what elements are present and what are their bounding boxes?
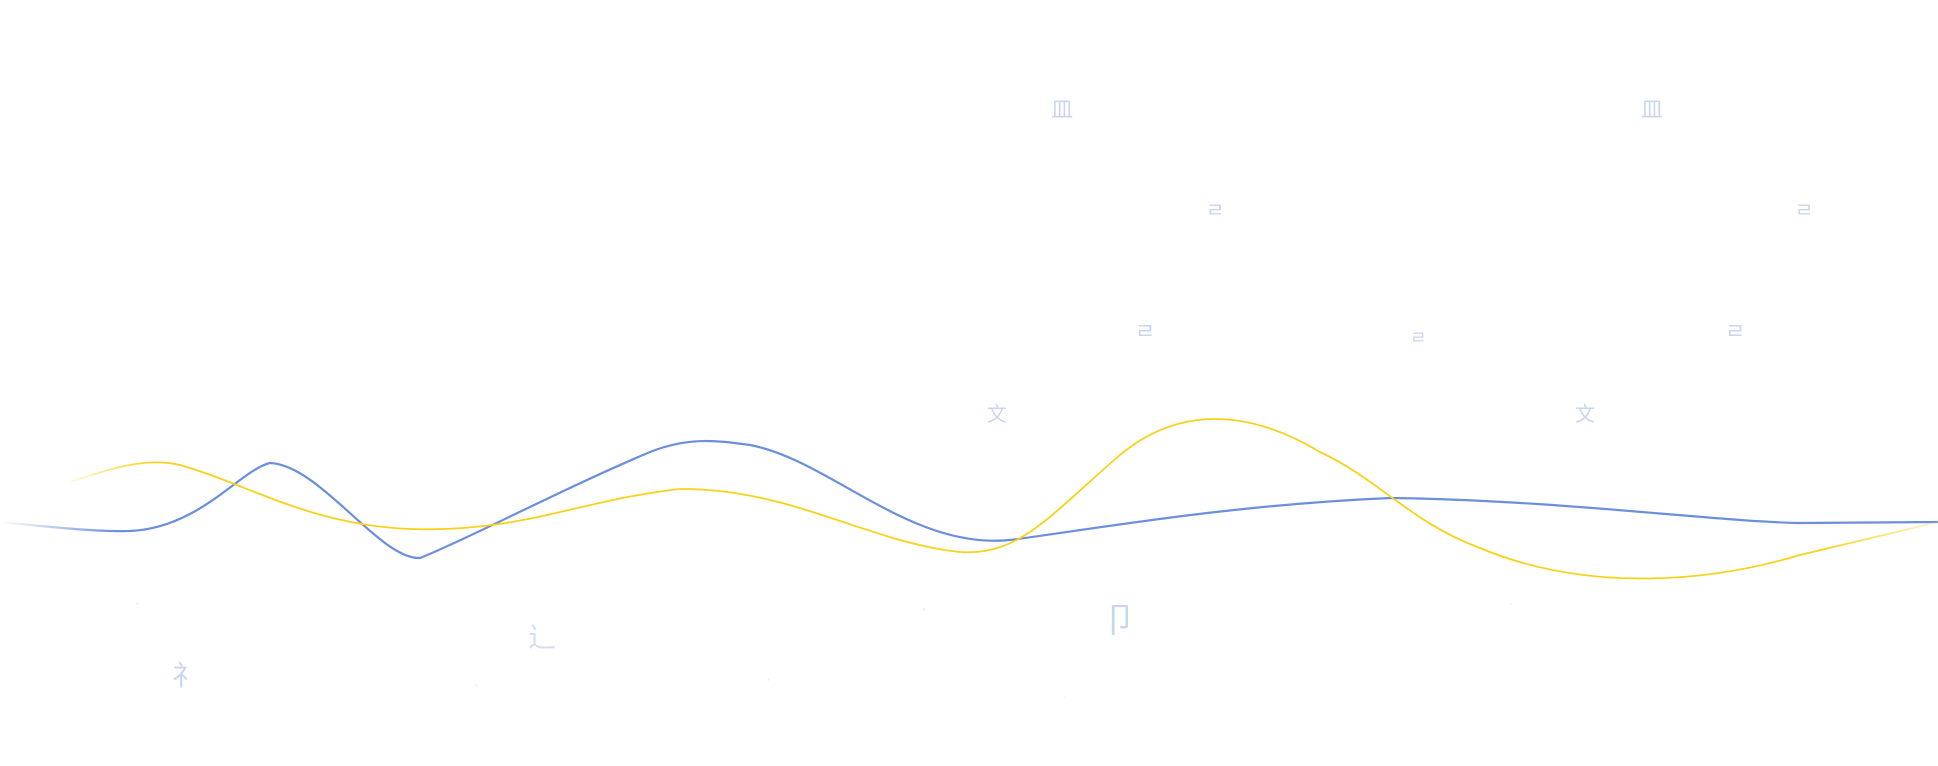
glyph-mark: ㄹ bbox=[1725, 320, 1746, 345]
glyph-mark: ㄹ bbox=[1206, 198, 1225, 222]
glyph-mark: ㄹ bbox=[1795, 198, 1814, 222]
glyph-mark: · bbox=[920, 596, 928, 624]
glyph-mark: 皿 bbox=[1641, 98, 1664, 123]
glyph-mark: 礻 bbox=[172, 659, 201, 692]
glyph-mark: · bbox=[135, 594, 141, 613]
glyph-mark: 辶 bbox=[528, 621, 557, 654]
glyph-mark: ㄹ bbox=[1135, 320, 1156, 345]
glyph-mark: · bbox=[1062, 689, 1067, 705]
glyph-mark: · bbox=[1508, 594, 1514, 615]
glyph-mark: · bbox=[474, 676, 480, 695]
glyph-mark: 皿 bbox=[1051, 98, 1074, 123]
yellow-wave bbox=[69, 418, 1938, 580]
glyph-mark: 文 bbox=[987, 402, 1007, 426]
glyph-mark: 卩 bbox=[1103, 601, 1137, 641]
glyph-mark: · bbox=[766, 670, 772, 689]
glyph-mark: 文 bbox=[1575, 402, 1595, 426]
glyph-mark: ㄹ bbox=[1410, 328, 1427, 349]
blue-wave bbox=[0, 439, 1938, 560]
